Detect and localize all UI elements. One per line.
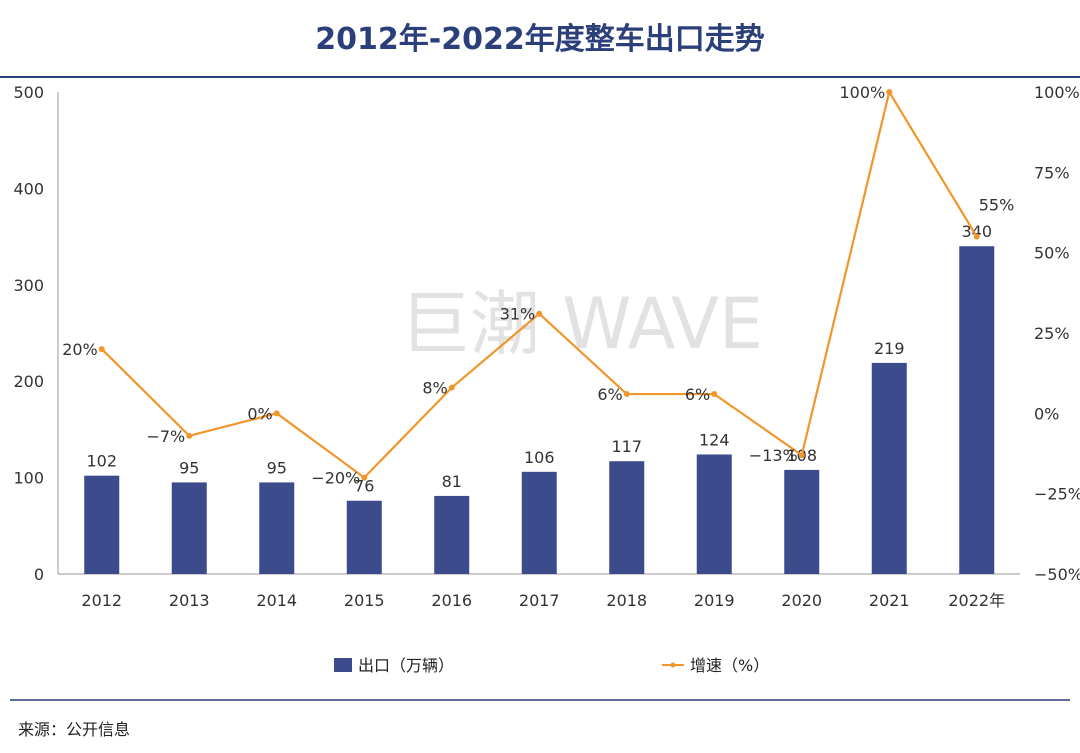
left-tick-label: 400 xyxy=(13,179,44,198)
bar xyxy=(959,246,995,575)
growth-value-label: −20% xyxy=(311,469,360,488)
growth-value-label: 8% xyxy=(422,379,447,398)
growth-point xyxy=(798,452,805,459)
growth-value-label: 31% xyxy=(500,305,536,324)
legend-line-marker xyxy=(670,662,676,668)
x-tick-label: 2012 xyxy=(81,591,122,610)
x-axis-ticks: 2012 2013 2014 2015 2016 2017 2018 2019 2020 2021… xyxy=(81,591,1005,610)
bar-value-label: 76 xyxy=(354,477,374,496)
bar-value-labels: 10295957681106117124108219340 xyxy=(86,222,992,495)
right-tick-label: 25% xyxy=(1034,324,1070,343)
bar-value-label: 81 xyxy=(442,472,462,491)
growth-point xyxy=(711,391,718,398)
growth-point xyxy=(186,432,193,439)
line-series xyxy=(98,89,980,481)
bar-value-label: 102 xyxy=(86,452,117,471)
x-tick-label: 2017 xyxy=(519,591,560,610)
left-tick-label: 0 xyxy=(34,565,44,584)
growth-point xyxy=(886,89,893,95)
legend-bar-swatch xyxy=(334,658,352,672)
x-tick-label: 2020 xyxy=(781,591,822,610)
x-tick-label: 2021 xyxy=(869,591,910,610)
x-tick-label: 2018 xyxy=(606,591,647,610)
x-tick-label: 2015 xyxy=(344,591,385,610)
left-tick-label: 300 xyxy=(13,276,44,295)
bar-value-label: 106 xyxy=(524,448,555,467)
bar-value-label: 95 xyxy=(179,458,199,477)
bar-value-label: 219 xyxy=(874,339,905,358)
line-value-labels: 20% −7% 0% −20% 8% 31% 6% 6% −13% 100% 55% xyxy=(62,83,1014,488)
x-tick-label: 2014 xyxy=(256,591,297,610)
right-tick-label: 75% xyxy=(1034,163,1070,182)
bar xyxy=(521,471,557,574)
growth-value-label: 55% xyxy=(979,196,1015,215)
x-tick-label: 2016 xyxy=(431,591,472,610)
growth-point xyxy=(973,233,980,240)
growth-value-label: 100% xyxy=(840,83,886,102)
growth-point xyxy=(623,391,630,398)
bar xyxy=(609,461,645,574)
bar xyxy=(346,500,382,574)
legend-line-label: 增速（%） xyxy=(690,656,769,675)
growth-point xyxy=(98,346,105,353)
growth-value-label: −13% xyxy=(749,446,798,465)
chart-title: 2012年-2022年度整车出口走势 xyxy=(315,22,765,57)
bar xyxy=(784,469,820,574)
growth-point xyxy=(361,474,368,481)
bar xyxy=(259,482,295,574)
bar xyxy=(84,475,120,574)
right-tick-label: −50% xyxy=(1034,565,1080,584)
growth-point xyxy=(448,384,455,391)
growth-point xyxy=(536,310,543,317)
x-tick-label: 2013 xyxy=(169,591,210,610)
bar-value-label: 340 xyxy=(961,222,992,241)
right-tick-label: 0% xyxy=(1034,404,1059,423)
legend-bar-label: 出口（万辆） xyxy=(358,656,454,675)
x-tick-label: 2022年 xyxy=(948,591,1005,610)
bar-value-label: 124 xyxy=(699,430,730,449)
bar xyxy=(171,482,207,574)
bar xyxy=(434,495,470,574)
bar-series xyxy=(84,246,995,575)
bar-value-label: 95 xyxy=(267,458,287,477)
source-note: 来源：公开信息 xyxy=(18,720,131,739)
growth-value-label: −7% xyxy=(146,427,185,446)
bar-value-label: 117 xyxy=(611,437,642,456)
growth-value-label: 6% xyxy=(597,385,622,404)
left-tick-label: 100 xyxy=(13,469,44,488)
left-tick-label: 500 xyxy=(13,83,44,102)
legend: 出口（万辆） 增速（%） xyxy=(334,656,769,675)
growth-value-label: 6% xyxy=(685,385,710,404)
growth-value-label: 0% xyxy=(247,404,272,423)
right-tick-label: 50% xyxy=(1034,244,1070,263)
left-axis-ticks: 0 100 200 300 400 500 xyxy=(13,83,44,584)
growth-value-label: 20% xyxy=(62,340,98,359)
growth-point xyxy=(273,410,280,417)
bar xyxy=(871,362,907,574)
left-tick-label: 200 xyxy=(13,372,44,391)
right-tick-label: −25% xyxy=(1034,485,1080,504)
right-axis-ticks: −50% −25% 0% 25% 50% 75% 100% xyxy=(1034,83,1080,584)
x-tick-label: 2019 xyxy=(694,591,735,610)
right-tick-label: 100% xyxy=(1034,83,1080,102)
bar xyxy=(696,454,732,574)
